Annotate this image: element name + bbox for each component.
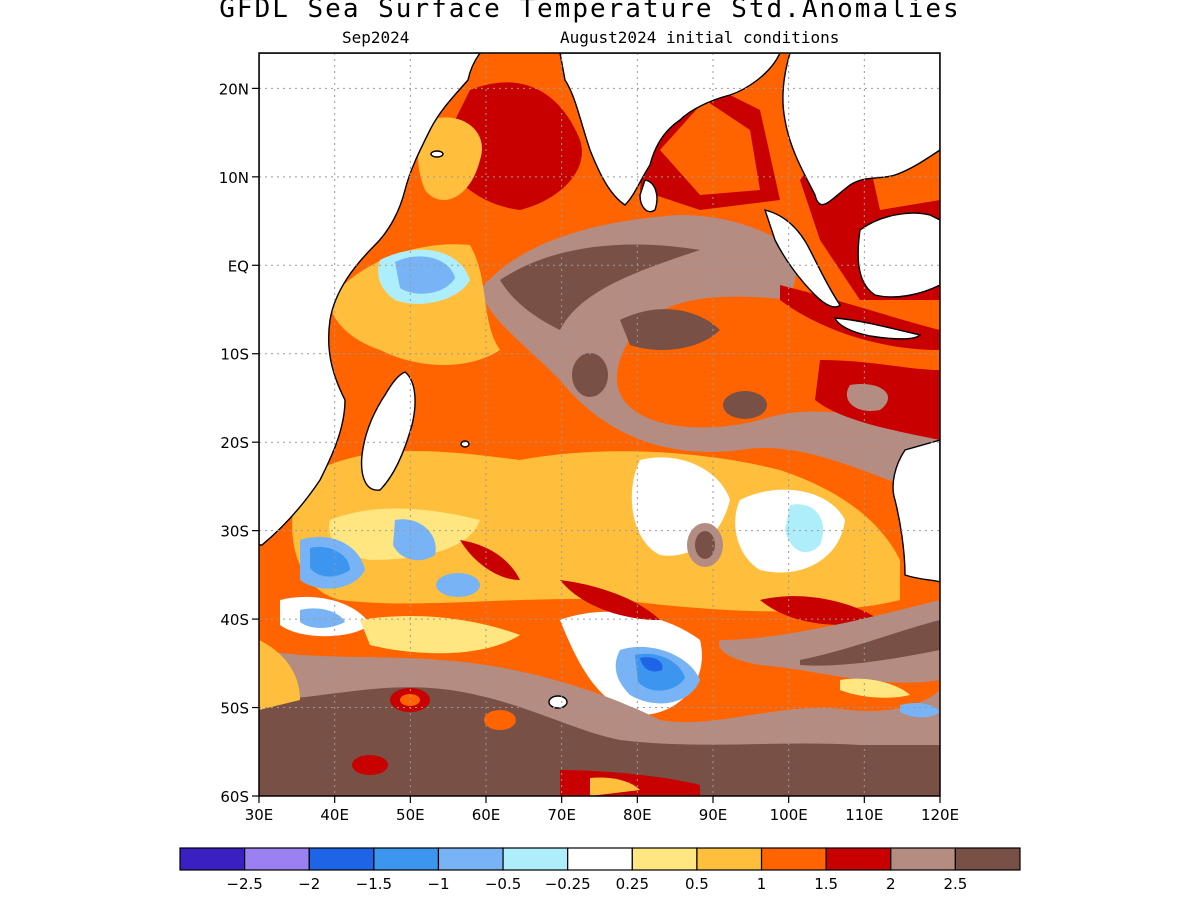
india-landmass [559,53,781,206]
lon-tick-label: 100E [770,806,808,824]
colorbar-label: 0.5 [685,875,709,893]
madagascar-landmass [360,371,416,491]
initial-conditions-label: August2024 initial conditions [560,28,840,47]
lat-tick-label: 10N [219,169,249,187]
latitude-axis: 20N 10N EQ 10S 20S 30S 40S 50S 60S [219,80,259,806]
lat-tick-label: 10S [220,346,249,364]
southeast-asia-landmass [782,53,940,206]
map-frame [258,52,941,797]
colorbar-label: 1 [757,875,767,893]
borneo-landmass [857,212,940,298]
anomaly-colorbar: −2.5 −2 −1.5 −1 −0.5 −0.25 0.25 0.5 1 1.5 2 2.5 [179,847,1021,893]
lon-tick-label: 80E [623,806,652,824]
land-masses [259,53,940,709]
colorbar-label: 1.5 [814,875,838,893]
lat-tick-label: 20N [219,80,249,98]
lat-tick-label: EQ [228,257,249,275]
lat-tick-label: 30S [220,523,249,541]
lon-tick-label: 60E [472,806,501,824]
longitude-axis: 30E 40E 50E 60E 70E 80E 90E 100E 110E 120E [245,796,959,824]
colorbar-label: 0.25 [616,875,649,893]
colorbar-label: −0.25 [545,875,591,893]
valid-month-label: Sep2024 [342,28,410,47]
colorbar-label: −0.5 [485,875,521,893]
lat-tick-label: 40S [220,611,249,629]
kerguelen-island [548,695,568,709]
lon-tick-label: 40E [320,806,349,824]
lat-tick-label: 60S [220,788,249,806]
lon-tick-label: 50E [396,806,425,824]
colorbar-swatch [825,847,892,871]
colorbar-swatch [890,847,956,871]
colorbar-label: 2.5 [943,875,967,893]
colorbar-swatch [373,847,440,871]
colorbar-label: 2 [886,875,896,893]
colorbar-swatch [954,847,1021,871]
sumatra-landmass [763,209,841,308]
colorbar-label: −1.5 [356,875,392,893]
colorbar-swatch [308,847,375,871]
lon-tick-label: 70E [547,806,576,824]
sri-lanka-landmass [639,179,658,213]
africa-landmass [259,53,481,546]
colorbar-swatch [760,847,827,871]
colorbar-label: −1 [427,875,449,893]
map-gridlines [259,53,940,796]
lon-tick-label: 110E [845,806,883,824]
colorbar-label: −2 [298,875,320,893]
colorbar-swatch [437,847,504,871]
lon-tick-label: 90E [699,806,728,824]
australia-landmass [892,439,940,583]
colorbar-swatch [244,847,310,871]
lon-tick-label: 120E [921,806,959,824]
colorbar-swatch [567,847,633,871]
lat-tick-label: 20S [220,434,249,452]
colorbar-swatch [179,847,246,871]
colorbar-swatch [502,847,569,871]
colorbar-swatch [631,847,698,871]
colorbar-swatch [696,847,763,871]
lon-tick-label: 30E [245,806,274,824]
map-title: GFDL Sea Surface Temperature Std.Anomali… [219,0,961,24]
socotra-island [430,150,444,158]
lat-tick-label: 50S [220,700,249,718]
colorbar-label: −2.5 [226,875,262,893]
java-landmass [833,317,922,340]
